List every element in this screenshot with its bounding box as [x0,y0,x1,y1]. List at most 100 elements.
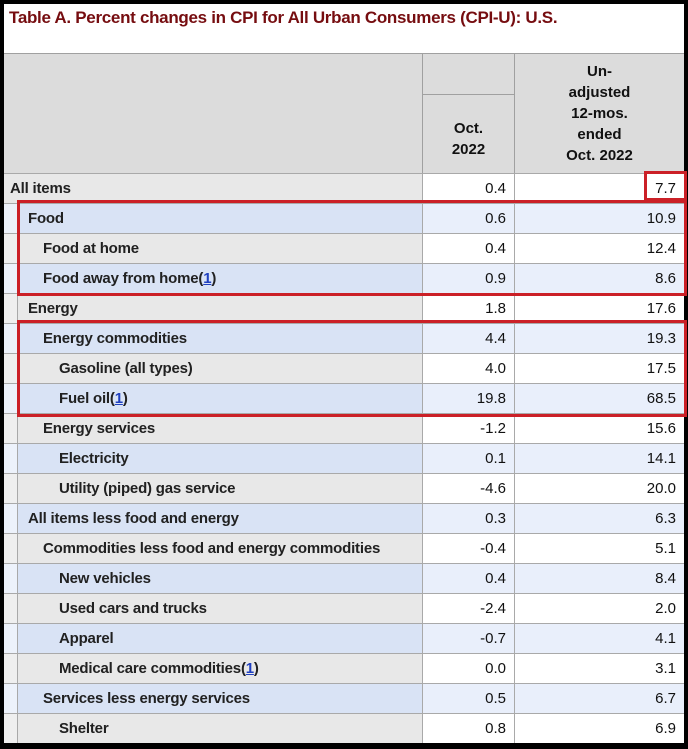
12mo-value: 15.6 [515,414,684,443]
12mo-value: 3.1 [515,654,684,683]
indent-strip [4,714,18,743]
oct-value: 1.8 [423,294,515,323]
page-title: Table A. Percent changes in CPI for All … [9,8,558,27]
oct-value: 0.3 [423,504,515,533]
12mo-value: 20.0 [515,474,684,503]
table-row-medical-care-commodities: Medical care commodities (1) 0.0 3.1 [4,653,684,683]
12mo-value: 6.9 [515,714,684,743]
footnote-link[interactable]: 1 [203,270,212,287]
row-label: Medical care commodities [59,660,241,677]
12mo-value: 12.4 [515,234,684,263]
oct-value: 0.8 [423,714,515,743]
table-row-commodities-less-food-energy: Commodities less food and energy commodi… [4,533,684,563]
oct-value: 0.1 [423,444,515,473]
row-label: Services less energy services [43,690,250,707]
page-body: Table A. Percent changes in CPI for All … [4,4,687,743]
header-unadjusted-12mo-column: Un- adjusted 12-mos. ended Oct. 2022 [566,63,633,164]
row-label: All items [10,180,71,197]
12mo-value: 8.6 [515,264,684,293]
indent-strip [4,354,18,383]
footnote-link[interactable]: 1 [114,390,123,407]
oct-value: 4.4 [423,324,515,353]
indent-strip [4,594,18,623]
row-label: Shelter [59,720,109,737]
12mo-value: 19.3 [515,324,684,353]
cpi-table: Oct. 2022 Un- adjusted 12-mos. ended Oct… [4,53,684,743]
table-row-energy-services: Energy services -1.2 15.6 [4,413,684,443]
12mo-value: 4.1 [515,624,684,653]
row-label: All items less food and energy [28,510,239,527]
12mo-value: 5.1 [515,534,684,563]
row-label: New vehicles [59,570,151,587]
oct-value: 0.0 [423,654,515,683]
table-row-apparel: Apparel -0.7 4.1 [4,623,684,653]
oct-value: 0.9 [423,264,515,293]
table-row-shelter: Shelter 0.8 6.9 [4,713,684,743]
indent-strip [4,234,18,263]
row-label: Utility (piped) gas service [59,480,236,497]
row-label: Energy [28,300,78,317]
oct-value: -1.2 [423,414,515,443]
table-row-utility-gas-service: Utility (piped) gas service -4.6 20.0 [4,473,684,503]
indent-strip [4,624,18,653]
table-row-services-less-energy: Services less energy services 0.5 6.7 [4,683,684,713]
row-label: Commodities less food and energy commodi… [43,540,381,557]
row-label: Gasoline (all types) [59,360,193,377]
table-row-electricity: Electricity 0.1 14.1 [4,443,684,473]
table-row-energy-commodities: Energy commodities 4.4 19.3 [4,323,684,353]
table-header: Oct. 2022 Un- adjusted 12-mos. ended Oct… [4,54,684,173]
oct-value: 4.0 [423,354,515,383]
row-label: Energy services [43,420,156,437]
indent-strip [4,564,18,593]
row-label: Used cars and trucks [59,600,207,617]
indent-strip [4,444,18,473]
12mo-value: 8.4 [515,564,684,593]
header-item-column [4,54,423,173]
header-oct-2022-column: Oct. 2022 [423,54,515,173]
header-empty-cell [423,54,514,95]
row-label: Fuel oil [59,390,110,407]
table-row-new-vehicles: New vehicles 0.4 8.4 [4,563,684,593]
table-row-energy: Energy 1.8 17.6 [4,293,684,323]
oct-value: 0.6 [423,204,515,233]
indent-strip [4,474,18,503]
12mo-value: 2.0 [515,594,684,623]
12mo-value: 10.9 [515,204,684,233]
oct-value: 19.8 [423,384,515,413]
oct-value: -2.4 [423,594,515,623]
indent-strip [4,384,18,413]
table-row-all-items: All items 0.4 7.7 [4,173,684,203]
oct-value: 0.4 [423,564,515,593]
table-row-food-at-home: Food at home 0.4 12.4 [4,233,684,263]
indent-strip [4,534,18,563]
row-label: Apparel [59,630,114,647]
row-label: Electricity [59,450,129,467]
12mo-value: 6.3 [515,504,684,533]
oct-value: 0.4 [423,234,515,263]
row-label: Energy commodities [43,330,187,347]
row-label: Food at home [43,240,139,257]
oct-value: 0.5 [423,684,515,713]
table-row-food: Food 0.6 10.9 [4,203,684,233]
indent-strip [4,654,18,683]
12mo-value: 7.7 [515,174,684,203]
oct-value: -0.7 [423,624,515,653]
indent-strip [4,684,18,713]
indent-strip [4,504,18,533]
header-oct-2022-label: Oct. 2022 [451,120,486,158]
indent-strip [4,294,18,323]
table-row-gasoline: Gasoline (all types) 4.0 17.5 [4,353,684,383]
footnote-link[interactable]: 1 [245,660,254,677]
table-row-fuel-oil: Fuel oil (1) 19.8 68.5 [4,383,684,413]
indent-strip [4,324,18,353]
table-row-food-away-from-home: Food away from home (1) 0.9 8.6 [4,263,684,293]
indent-strip [4,264,18,293]
indent-strip [4,414,18,443]
table-row-used-cars-trucks: Used cars and trucks -2.4 2.0 [4,593,684,623]
12mo-value: 6.7 [515,684,684,713]
oct-value: -0.4 [423,534,515,563]
oct-value: -4.6 [423,474,515,503]
indent-strip [4,204,18,233]
12mo-value: 68.5 [515,384,684,413]
